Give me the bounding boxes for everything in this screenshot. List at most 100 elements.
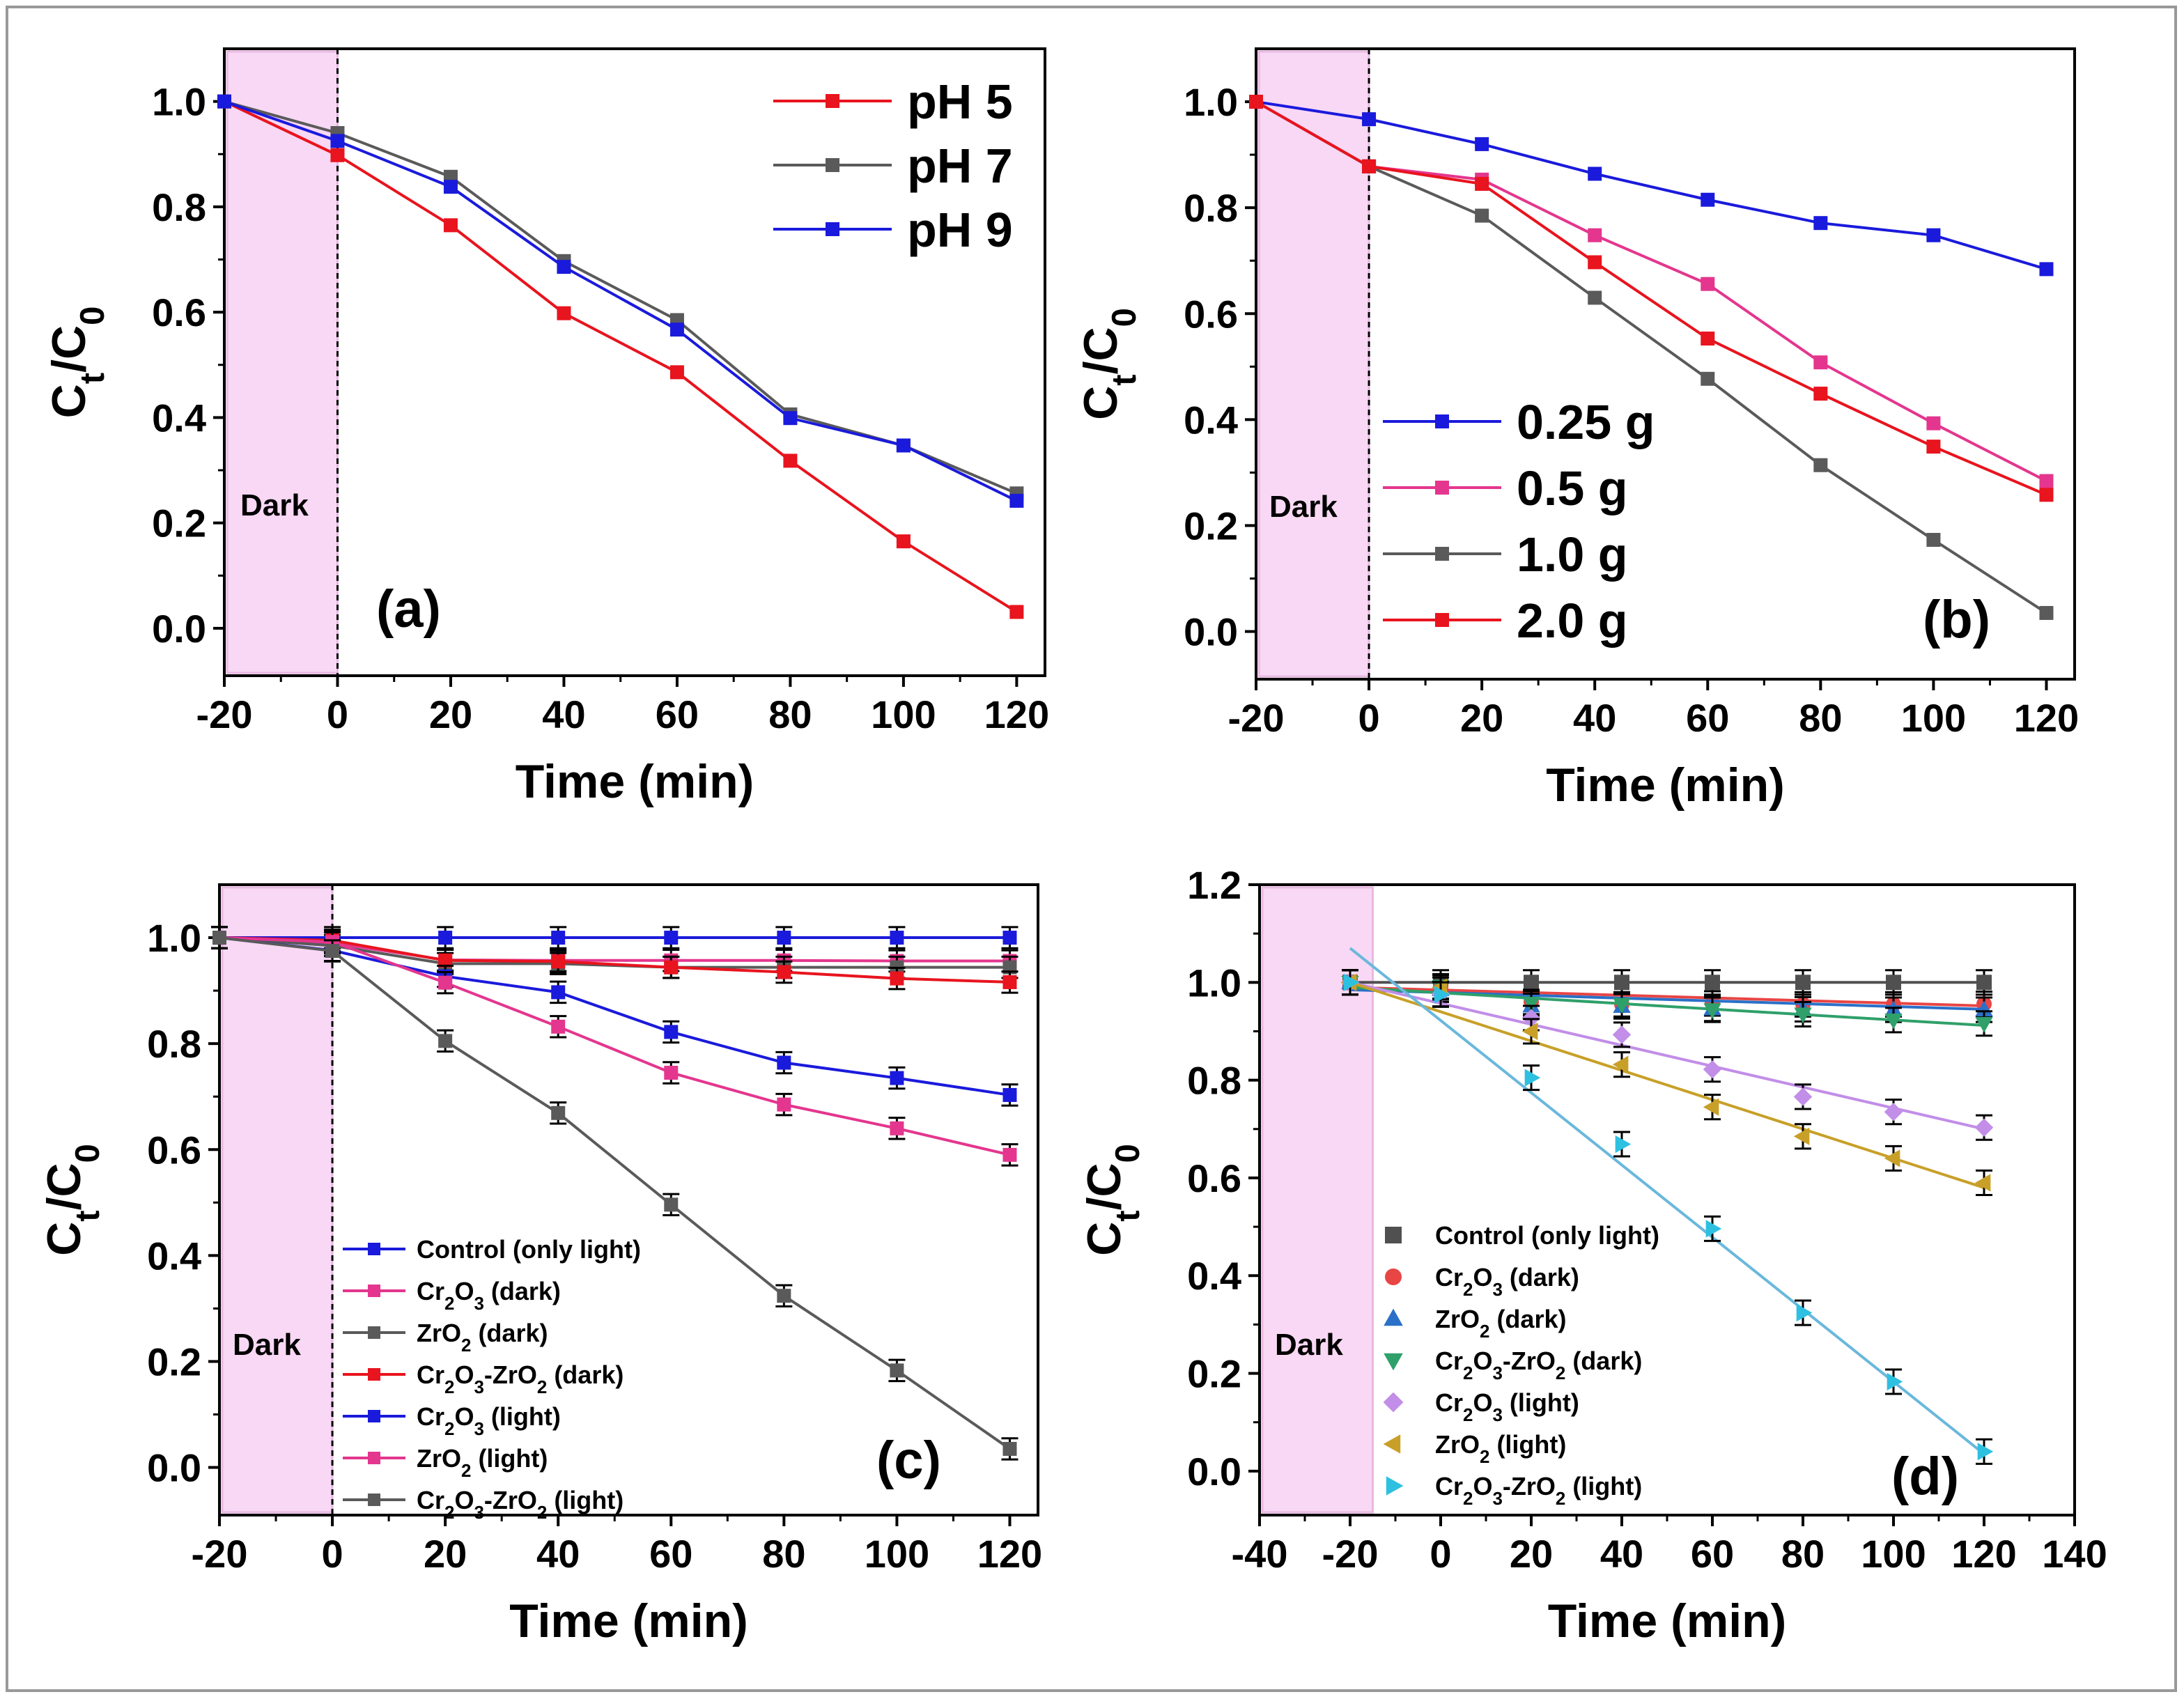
panel-letter: (c) xyxy=(876,1431,941,1490)
legend-label: Control (only light) xyxy=(1435,1221,1659,1250)
data-point xyxy=(890,931,904,945)
data-point xyxy=(330,134,345,148)
y-tick-label: 0.8 xyxy=(152,185,206,229)
x-axis-title: Time (min) xyxy=(1548,1595,1787,1647)
y-tick-label: 0.6 xyxy=(152,290,206,334)
data-point xyxy=(1475,176,1489,191)
series-6 xyxy=(211,926,1019,1461)
data-point xyxy=(890,1363,904,1378)
data-point xyxy=(777,1289,791,1303)
dark-region xyxy=(1257,50,1370,678)
data-point xyxy=(1002,1147,1017,1162)
x-tick-label: -40 xyxy=(1232,1532,1288,1576)
data-point xyxy=(1475,137,1489,151)
legend-marker xyxy=(1435,481,1449,495)
x-axis-title: Time (min) xyxy=(509,1595,748,1647)
series-6 xyxy=(1342,947,1994,1465)
data-point xyxy=(1705,975,1720,991)
y-tick-label: 0.8 xyxy=(147,1022,201,1066)
data-point xyxy=(551,1019,566,1034)
legend-marker xyxy=(368,1326,380,1339)
dark-region-label: Dark xyxy=(240,488,309,522)
x-tick-label: -20 xyxy=(1228,696,1285,740)
y-tick-label: 0.0 xyxy=(147,1446,201,1490)
data-point xyxy=(1362,112,1377,127)
x-tick-label: 20 xyxy=(1460,696,1503,740)
data-point xyxy=(896,534,911,549)
data-point xyxy=(1705,1220,1722,1238)
series-line xyxy=(1255,100,2047,614)
dark-region-label: Dark xyxy=(1269,490,1338,524)
series-line xyxy=(1255,100,2047,497)
data-point xyxy=(1612,1025,1632,1044)
x-tick-label: 100 xyxy=(865,1532,929,1576)
x-tick-label: -20 xyxy=(192,1532,248,1576)
legend-marker xyxy=(826,94,839,108)
data-point xyxy=(1926,532,1941,547)
data-point xyxy=(557,260,571,274)
data-point xyxy=(783,411,798,426)
data-point xyxy=(1796,1303,1813,1322)
data-point xyxy=(557,306,571,320)
legend-marker xyxy=(1383,1392,1404,1413)
data-point xyxy=(2039,488,2054,502)
y-tick-label: 1.0 xyxy=(1184,80,1238,124)
legend: pH 5 pH 7 pH 9 xyxy=(773,75,1013,257)
legend-marker xyxy=(1435,414,1449,428)
data-point xyxy=(1926,416,1941,430)
data-point xyxy=(2039,474,2054,488)
series-line xyxy=(1255,100,2047,271)
data-point xyxy=(1884,1013,1903,1030)
legend-marker xyxy=(1435,613,1449,627)
x-tick-label: 20 xyxy=(424,1532,467,1576)
legend-label: 2.0 g xyxy=(1517,594,1628,648)
x-tick-label: 60 xyxy=(1686,696,1729,740)
x-tick-label: 120 xyxy=(2014,696,2079,740)
y-tick-label: 0.4 xyxy=(152,396,206,440)
data-point xyxy=(669,365,684,380)
data-point xyxy=(438,975,453,990)
legend-label: 0.5 g xyxy=(1517,461,1628,515)
data-point xyxy=(438,931,453,945)
legend-marker xyxy=(1384,1308,1403,1326)
series-line xyxy=(224,100,1018,614)
data-point xyxy=(1887,1372,1903,1391)
data-point xyxy=(551,954,566,969)
data-point xyxy=(890,1071,904,1085)
data-point xyxy=(1588,228,1602,242)
y-tick-label: 0.2 xyxy=(1187,1352,1241,1396)
data-point xyxy=(783,453,798,468)
x-tick-label: 60 xyxy=(1691,1532,1734,1576)
data-point xyxy=(890,1121,904,1135)
x-tick-label: 40 xyxy=(536,1532,580,1576)
x-axis-title: Time (min) xyxy=(1546,759,1785,812)
legend-label: Control (only light) xyxy=(417,1235,641,1264)
legend-marker xyxy=(368,1285,380,1297)
data-point xyxy=(1701,192,1715,207)
data-point xyxy=(1002,1087,1017,1102)
data-point xyxy=(1813,355,1828,370)
legend-label: pH 7 xyxy=(907,139,1013,193)
y-tick-label: 0.8 xyxy=(1187,1059,1241,1103)
data-point xyxy=(1613,998,1631,1014)
series-2 xyxy=(217,94,1024,508)
y-tick-label: 0.0 xyxy=(1187,1450,1241,1494)
legend-marker xyxy=(368,1368,380,1381)
legend-marker xyxy=(1435,547,1449,561)
data-point xyxy=(664,1197,679,1212)
data-point xyxy=(2039,262,2054,277)
y-tick-label: 0.4 xyxy=(147,1234,201,1278)
data-point xyxy=(1475,208,1489,223)
x-tick-label: 60 xyxy=(649,1532,692,1576)
data-point xyxy=(777,1055,791,1070)
legend-label: pH 5 xyxy=(907,75,1013,129)
legend-label: pH 9 xyxy=(907,203,1013,257)
data-point xyxy=(1813,387,1828,401)
data-point xyxy=(1362,159,1377,173)
data-point xyxy=(664,931,679,945)
data-point xyxy=(1002,975,1017,989)
y-tick-label: 0.8 xyxy=(1184,186,1238,230)
legend: 0.25 g 0.5 g 1.0 g 2.0 g xyxy=(1383,395,1655,648)
data-point xyxy=(1793,1087,1813,1106)
x-tick-label: 120 xyxy=(984,692,1049,736)
